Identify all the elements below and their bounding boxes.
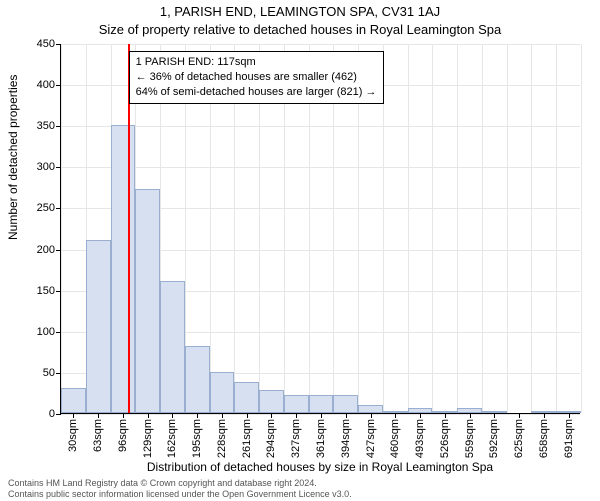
histogram-bar <box>61 388 86 413</box>
x-tick-label: 625sqm <box>513 419 525 458</box>
y-tick-label: 250 <box>37 202 55 214</box>
x-tick <box>247 413 248 418</box>
footer-line-2: Contains public sector information licen… <box>8 489 352 500</box>
x-tick <box>445 413 446 418</box>
x-tick <box>271 413 272 418</box>
x-tick <box>519 413 520 418</box>
x-axis-title: Distribution of detached houses by size … <box>60 460 580 474</box>
x-tick <box>346 413 347 418</box>
x-tick-label: 361sqm <box>315 419 327 458</box>
gridline-vertical <box>581 44 582 413</box>
chart-root: 1, PARISH END, LEAMINGTON SPA, CV31 1AJ … <box>0 0 600 500</box>
x-tick <box>569 413 570 418</box>
x-tick <box>296 413 297 418</box>
x-tick <box>73 413 74 418</box>
x-tick-label: 658sqm <box>538 419 550 458</box>
chart-footer: Contains HM Land Registry data © Crown c… <box>8 478 352 501</box>
x-tick <box>420 413 421 418</box>
chart-title: 1, PARISH END, LEAMINGTON SPA, CV31 1AJ <box>0 4 600 19</box>
annotation-line: 64% of semi-detached houses are larger (… <box>136 85 377 100</box>
property-annotation: 1 PARISH END: 117sqm← 36% of detached ho… <box>129 51 384 104</box>
annotation-line: ← 36% of detached houses are smaller (46… <box>136 70 377 85</box>
x-tick <box>222 413 223 418</box>
x-tick-label: 427sqm <box>365 419 377 458</box>
x-tick-label: 294sqm <box>265 419 277 458</box>
gridline-vertical <box>61 44 62 413</box>
gridline-horizontal <box>61 126 580 127</box>
histogram-bar <box>259 390 284 413</box>
x-tick-label: 526sqm <box>439 419 451 458</box>
x-tick <box>197 413 198 418</box>
x-tick <box>172 413 173 418</box>
y-tick-label: 0 <box>49 408 55 420</box>
gridline-vertical <box>408 44 409 413</box>
histogram-bar <box>358 405 383 413</box>
x-tick <box>371 413 372 418</box>
gridline-vertical <box>507 44 508 413</box>
y-axis-label: Number of detached properties <box>6 75 20 240</box>
x-tick-label: 96sqm <box>117 419 129 452</box>
gridline-vertical <box>432 44 433 413</box>
histogram-bar <box>210 372 235 413</box>
x-tick-label: 261sqm <box>241 419 253 458</box>
gridline-vertical <box>482 44 483 413</box>
histogram-bar <box>284 395 309 413</box>
y-tick-label: 300 <box>37 161 55 173</box>
plot-area: 05010015020025030035040045030sqm63sqm96s… <box>60 44 580 414</box>
x-tick <box>98 413 99 418</box>
histogram-bar <box>111 125 136 413</box>
x-tick <box>321 413 322 418</box>
x-tick <box>544 413 545 418</box>
x-tick-label: 493sqm <box>414 419 426 458</box>
histogram-bar <box>309 395 334 413</box>
histogram-bar <box>135 189 160 413</box>
y-tick-label: 150 <box>37 285 55 297</box>
chart-subtitle: Size of property relative to detached ho… <box>0 22 600 37</box>
y-tick-label: 450 <box>37 38 55 50</box>
y-tick-label: 200 <box>37 244 55 256</box>
x-tick <box>148 413 149 418</box>
gridline-vertical <box>531 44 532 413</box>
histogram-bar <box>333 395 358 413</box>
x-tick-label: 228sqm <box>216 419 228 458</box>
histogram-bar <box>185 346 210 413</box>
y-tick <box>56 414 61 415</box>
gridline-horizontal <box>61 44 580 45</box>
y-tick-label: 50 <box>43 367 55 379</box>
x-tick-label: 592sqm <box>488 419 500 458</box>
gridline-vertical <box>457 44 458 413</box>
x-tick-label: 394sqm <box>340 419 352 458</box>
y-tick-label: 100 <box>37 326 55 338</box>
histogram-bar <box>234 382 259 413</box>
gridline-horizontal <box>61 167 580 168</box>
footer-line-1: Contains HM Land Registry data © Crown c… <box>8 478 352 489</box>
y-tick-label: 350 <box>37 120 55 132</box>
x-tick <box>395 413 396 418</box>
x-tick-label: 195sqm <box>191 419 203 458</box>
histogram-bar <box>86 240 111 413</box>
x-tick <box>494 413 495 418</box>
x-tick <box>123 413 124 418</box>
x-tick-label: 460sqm <box>389 419 401 458</box>
x-tick-label: 691sqm <box>563 419 575 458</box>
x-tick-label: 162sqm <box>166 419 178 458</box>
x-tick <box>470 413 471 418</box>
x-tick-label: 30sqm <box>67 419 79 452</box>
y-tick-label: 400 <box>37 79 55 91</box>
x-tick-label: 129sqm <box>142 419 154 458</box>
x-tick-label: 327sqm <box>290 419 302 458</box>
annotation-line: 1 PARISH END: 117sqm <box>136 55 377 70</box>
histogram-bar <box>160 281 185 413</box>
x-tick-label: 63sqm <box>92 419 104 452</box>
gridline-vertical <box>556 44 557 413</box>
x-tick-label: 559sqm <box>464 419 476 458</box>
